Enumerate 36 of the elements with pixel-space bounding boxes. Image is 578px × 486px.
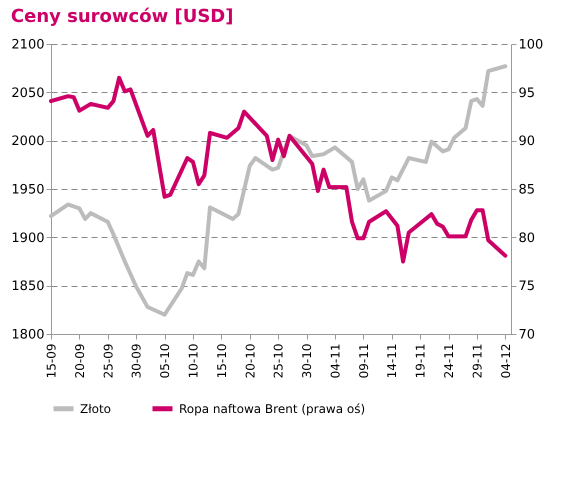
y2-tick-label: 80 bbox=[518, 230, 536, 246]
line-series bbox=[49, 64, 508, 317]
y-tick-label: 1800 bbox=[11, 328, 44, 342]
x-tick-label: 20-09 bbox=[72, 344, 87, 378]
y2-tick-label: 75 bbox=[518, 279, 536, 294]
x-tick-label: 19-11 bbox=[414, 344, 428, 378]
legend-label: Ropa naftowa Brent (prawa oś) bbox=[179, 402, 366, 416]
y-tick-label: 1850 bbox=[11, 279, 44, 294]
x-tick-label: 20-10 bbox=[243, 344, 258, 378]
x-tick-label: 15-10 bbox=[214, 344, 229, 378]
x-tick-label: 25-09 bbox=[101, 344, 116, 378]
y-tick-label: 2100 bbox=[11, 38, 44, 52]
x-tick-label: 30-09 bbox=[130, 344, 144, 378]
y2-tick-label: 100 bbox=[518, 38, 544, 52]
x-tick-label: 15-09 bbox=[44, 344, 58, 378]
x-tick-label: 30-10 bbox=[300, 344, 314, 378]
y2-tick-label: 70 bbox=[518, 328, 536, 342]
y-tick-label: 1950 bbox=[11, 182, 44, 198]
y2-tick-label: 85 bbox=[518, 182, 536, 198]
x-tick-label: 04-12 bbox=[498, 344, 513, 378]
y-tick-label: 1900 bbox=[11, 230, 44, 246]
x-tick-label: 29-11 bbox=[470, 344, 484, 378]
y-tick-label: 2000 bbox=[11, 134, 44, 150]
x-tick-label: 10-10 bbox=[186, 344, 200, 378]
x-tick-label: 09-11 bbox=[356, 344, 371, 378]
y2-tick-label: 90 bbox=[518, 134, 536, 150]
y2-tick-label: 95 bbox=[518, 86, 536, 101]
y-tick-label: 2050 bbox=[11, 86, 44, 101]
line-series bbox=[49, 76, 508, 264]
x-tick-label: 04-11 bbox=[328, 344, 342, 378]
x-tick-label: 05-10 bbox=[158, 344, 172, 378]
x-tick-label: 25-10 bbox=[272, 344, 286, 378]
x-tick-label: 14-11 bbox=[385, 344, 400, 378]
x-tick-label: 24-11 bbox=[442, 344, 456, 378]
legend-label: Złoto bbox=[80, 402, 112, 416]
chart-title: Ceny surowców [USD] bbox=[10, 6, 234, 27]
